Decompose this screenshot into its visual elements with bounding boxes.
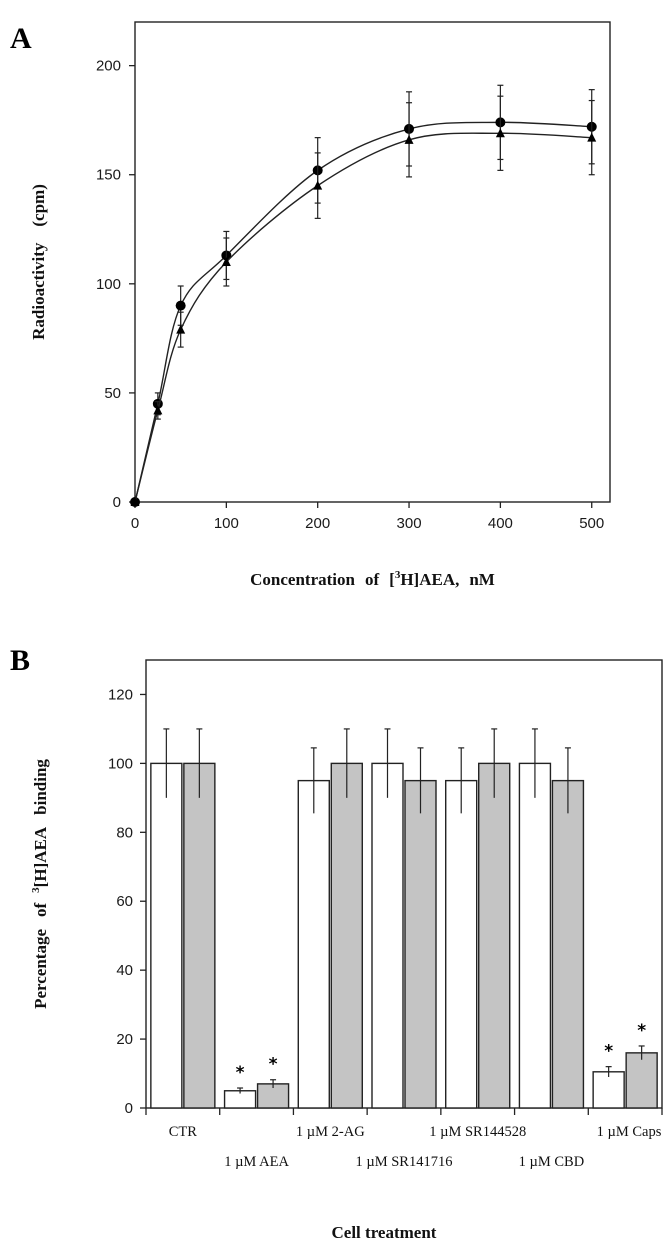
y-tick-label: 50 bbox=[104, 385, 121, 402]
y-axis-label-part: of bbox=[31, 902, 50, 917]
y-tick-label: 60 bbox=[116, 893, 133, 910]
data-point-circle bbox=[175, 300, 186, 311]
bar-grey bbox=[330, 762, 363, 1109]
data-point-triangle bbox=[495, 128, 505, 138]
y-tick-label: 150 bbox=[96, 167, 121, 184]
bar-grey bbox=[625, 1052, 658, 1109]
panel-a-letter: A bbox=[10, 22, 32, 55]
plot-frame bbox=[134, 21, 611, 503]
x-axis-label-part: of bbox=[365, 570, 380, 589]
x-axis-label-part: nM bbox=[469, 570, 495, 589]
x-axis-label: Concentration of [3H]AEA, nM bbox=[250, 569, 495, 589]
data-point-triangle bbox=[130, 497, 140, 506]
category-label: 1 µM 2-AG bbox=[296, 1124, 365, 1140]
data-point-triangle bbox=[313, 180, 323, 190]
y-tick-label: 200 bbox=[96, 58, 121, 75]
category-label: 1 µM Caps bbox=[597, 1124, 662, 1140]
x-tick-label: 100 bbox=[214, 515, 239, 532]
data-point-triangle bbox=[176, 324, 186, 334]
bar-grey bbox=[551, 779, 585, 1109]
category-label: 1 µM AEA bbox=[224, 1154, 289, 1170]
bar-grey bbox=[404, 779, 437, 1109]
y-tick-label: 0 bbox=[113, 494, 121, 511]
panel-a-line-chart: 0 100 200 300 400 500 0 50 100 150 200 Concentratio… bbox=[29, 21, 611, 589]
y-axis-label-part: Percentage bbox=[31, 929, 50, 1009]
x-axis-label-part: H]AEA, bbox=[400, 570, 459, 589]
y-axis-label: Percentage of 3[H]AEA binding bbox=[30, 759, 50, 1009]
y-tick-label: 0 bbox=[125, 1100, 133, 1117]
bar-white bbox=[592, 1071, 625, 1109]
bar-grey bbox=[183, 762, 216, 1109]
y-tick-label: 40 bbox=[116, 962, 133, 979]
y-axis-label-part: Radioactivity bbox=[29, 242, 48, 340]
bar-white bbox=[297, 779, 330, 1109]
category-label: 1 µM SR144528 bbox=[429, 1124, 526, 1140]
data-point-triangle bbox=[221, 257, 231, 266]
bar-white bbox=[150, 762, 183, 1109]
x-tick-label: 400 bbox=[488, 515, 513, 532]
y-tick-label: 20 bbox=[116, 1031, 133, 1048]
x-axis-label-part: [ bbox=[389, 570, 395, 589]
x-tick-label: 200 bbox=[305, 515, 330, 532]
significance-asterisk: * bbox=[637, 1021, 646, 1041]
significance-asterisk: * bbox=[604, 1042, 613, 1062]
data-point-triangle bbox=[153, 405, 163, 415]
data-point-triangle bbox=[404, 134, 414, 144]
category-label: 1 µM CBD bbox=[519, 1154, 585, 1170]
x-axis-label: Cell treatment bbox=[332, 1223, 437, 1242]
y-axis-label-part: binding bbox=[31, 759, 50, 815]
significance-asterisk: * bbox=[269, 1055, 278, 1075]
data-point-triangle bbox=[587, 132, 597, 142]
plot-frame bbox=[145, 659, 663, 1109]
y-tick-label: 80 bbox=[116, 824, 133, 841]
bar-white bbox=[445, 779, 478, 1109]
series-line-2 bbox=[134, 132, 592, 503]
bar-white bbox=[371, 762, 404, 1109]
y-axis-label-part: 3 bbox=[30, 887, 42, 893]
x-tick-label: 300 bbox=[397, 515, 422, 532]
bar-white bbox=[518, 762, 552, 1109]
x-tick-label: 0 bbox=[131, 515, 139, 532]
y-tick-label: 100 bbox=[108, 755, 133, 772]
y-axis-label-part: (cpm) bbox=[29, 184, 48, 226]
y-axis-label: Radioactivity (cpm) bbox=[29, 184, 48, 340]
category-label: CTR bbox=[169, 1124, 198, 1140]
y-axis-label-part: [H]AEA bbox=[31, 826, 50, 887]
x-axis-label-part: Concentration bbox=[250, 570, 355, 589]
panel-b-letter: B bbox=[10, 644, 30, 677]
category-label: 1 µM SR141716 bbox=[356, 1154, 453, 1170]
bar-grey bbox=[478, 762, 511, 1109]
series-line-1 bbox=[134, 121, 592, 503]
panel-b-bar-chart: 0 20 40 60 80 100 120 CTR * * 1 µM AEA 1 µM 2-AG 1 µ… bbox=[30, 659, 663, 1242]
y-tick-label: 120 bbox=[108, 686, 133, 703]
significance-asterisk: * bbox=[236, 1063, 245, 1083]
y-tick-label: 100 bbox=[96, 276, 121, 293]
x-axis-label-part: 3 bbox=[395, 569, 401, 581]
x-tick-label: 500 bbox=[579, 515, 604, 532]
